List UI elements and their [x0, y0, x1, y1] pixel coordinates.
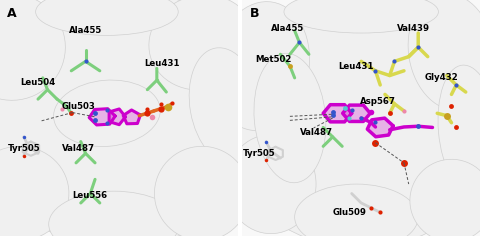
Ellipse shape — [0, 146, 69, 236]
Ellipse shape — [408, 0, 480, 110]
Text: Leu556: Leu556 — [73, 191, 108, 200]
Text: Glu509: Glu509 — [332, 208, 366, 217]
Ellipse shape — [284, 0, 438, 33]
Ellipse shape — [254, 53, 326, 183]
Text: Val487: Val487 — [300, 128, 333, 137]
Text: Leu504: Leu504 — [20, 78, 56, 87]
Polygon shape — [367, 118, 393, 137]
Polygon shape — [89, 109, 115, 125]
Polygon shape — [343, 105, 370, 122]
Ellipse shape — [0, 0, 262, 236]
Ellipse shape — [155, 146, 250, 236]
Polygon shape — [323, 105, 352, 122]
Text: Leu431: Leu431 — [144, 59, 180, 68]
Ellipse shape — [410, 159, 480, 236]
Text: Ala455: Ala455 — [271, 24, 304, 33]
Text: Val439: Val439 — [397, 24, 430, 33]
Polygon shape — [123, 110, 140, 124]
Ellipse shape — [36, 0, 178, 35]
Ellipse shape — [213, 2, 310, 131]
Ellipse shape — [218, 0, 480, 236]
Text: B: B — [250, 7, 259, 20]
Text: Tyr505: Tyr505 — [243, 149, 276, 158]
Text: Met502: Met502 — [255, 55, 291, 63]
Ellipse shape — [295, 184, 418, 236]
Ellipse shape — [54, 80, 160, 147]
Text: Tyr505: Tyr505 — [8, 144, 40, 153]
Ellipse shape — [0, 0, 65, 100]
Ellipse shape — [149, 0, 255, 90]
Polygon shape — [109, 109, 125, 125]
Text: Leu431: Leu431 — [339, 62, 374, 71]
Text: A: A — [7, 7, 17, 20]
Text: Gly432: Gly432 — [425, 73, 459, 82]
Text: Ala455: Ala455 — [69, 26, 102, 35]
Ellipse shape — [48, 191, 180, 236]
Text: Val487: Val487 — [62, 144, 95, 153]
Text: Glu503: Glu503 — [61, 102, 96, 111]
Ellipse shape — [189, 48, 263, 165]
Ellipse shape — [226, 135, 316, 234]
Ellipse shape — [438, 65, 480, 194]
Text: Asp567: Asp567 — [360, 97, 396, 106]
